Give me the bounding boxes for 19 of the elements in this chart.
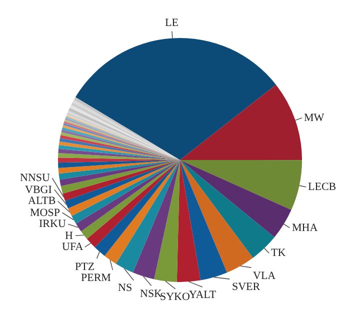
slice-label: ALTB (28, 195, 56, 207)
slice-label: VLA (253, 270, 276, 282)
slice-label: LECB (308, 181, 336, 193)
slice-label: NS (118, 282, 132, 294)
slice-label: SVER (232, 281, 261, 293)
slice-label: UFA (62, 241, 84, 253)
slice-label: MHA (292, 222, 318, 234)
slice-label: H (65, 230, 73, 242)
slice-label: MW (304, 112, 325, 124)
slice-label: YALT (189, 289, 216, 301)
slice-label: VBGI (25, 184, 52, 196)
slice-label: SYKO (160, 291, 190, 303)
slice-label: NNSU (20, 172, 50, 184)
slice-label: PTZ (75, 261, 95, 273)
slice-label: PERM (81, 272, 112, 284)
slice-label: LE (165, 17, 179, 29)
slice-label: MOSP (30, 207, 60, 219)
slice-label: TK (271, 247, 286, 259)
slice-label: IRKU (39, 218, 66, 230)
